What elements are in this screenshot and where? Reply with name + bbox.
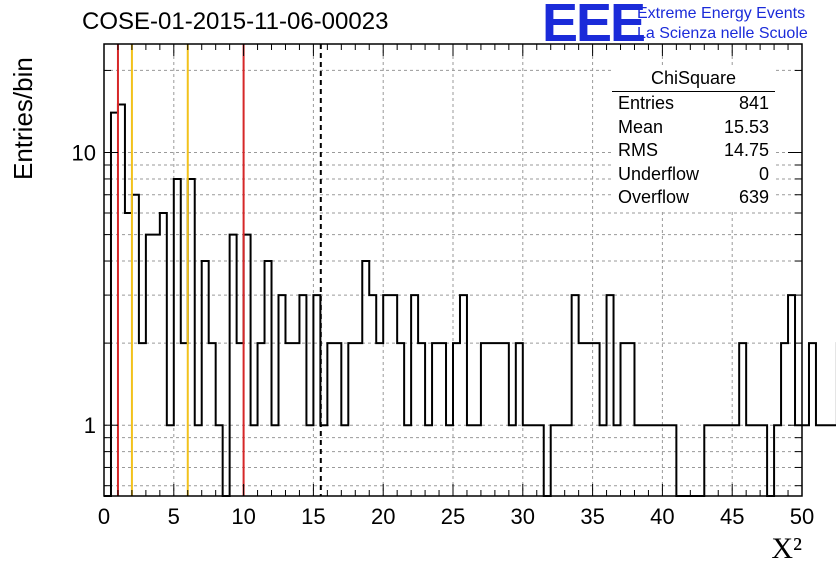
x-tick-label: 15 — [301, 504, 325, 529]
x-tick-label: 5 — [168, 504, 180, 529]
stats-value: 15.53 — [723, 116, 769, 137]
stats-label: Overflow — [618, 187, 690, 207]
chart-title: COSE-01-2015-11-06-00023 — [82, 8, 389, 35]
x-tick-label: 35 — [580, 504, 604, 529]
x-axis-label: X² — [771, 532, 802, 565]
y-tick-label: 10 — [72, 141, 96, 166]
logo-caption-line1: Extreme Energy Events — [637, 5, 806, 22]
stats-row-underflow: Underflow 0 — [612, 163, 775, 187]
stats-label: Entries — [618, 93, 675, 113]
y-axis-label: Entries/bin — [8, 57, 38, 180]
stats-value: 0 — [758, 163, 769, 184]
stats-box-title: ChiSquare — [612, 68, 775, 92]
stats-value: 841 — [738, 93, 769, 113]
stats-row-mean: Mean 15.53 — [612, 116, 775, 140]
stats-label: Mean — [618, 116, 664, 137]
x-tick-label: 0 — [98, 504, 110, 529]
histogram-series — [104, 103, 836, 497]
eee-logo-caption: Extreme Energy Events La Scienza nelle S… — [637, 4, 808, 44]
stats-value: 14.75 — [723, 140, 769, 160]
logo-caption-line2: La Scienza nelle Scuole — [637, 25, 808, 42]
stats-label: RMS — [618, 140, 658, 160]
x-tick-label: 20 — [371, 504, 395, 529]
eee-logo: EEE — [542, 0, 646, 53]
stats-row-overflow: Overflow 639 — [612, 186, 775, 210]
x-tick-label: 10 — [231, 504, 255, 529]
stats-value: 639 — [738, 187, 769, 207]
x-tick-label: 30 — [511, 504, 535, 529]
y-tick-label: 1 — [84, 413, 96, 438]
stats-box: ChiSquare Entries 841 Mean 15.53 RMS 14.… — [612, 68, 775, 210]
x-tick-label: 40 — [650, 504, 674, 529]
x-tick-label: 45 — [720, 504, 744, 529]
stats-row-rms: RMS 14.75 — [612, 139, 775, 163]
stats-label: Underflow — [618, 163, 700, 184]
x-tick-label: 50 — [790, 504, 814, 529]
stats-row-entries: Entries 841 — [612, 92, 775, 116]
x-tick-label: 25 — [441, 504, 465, 529]
